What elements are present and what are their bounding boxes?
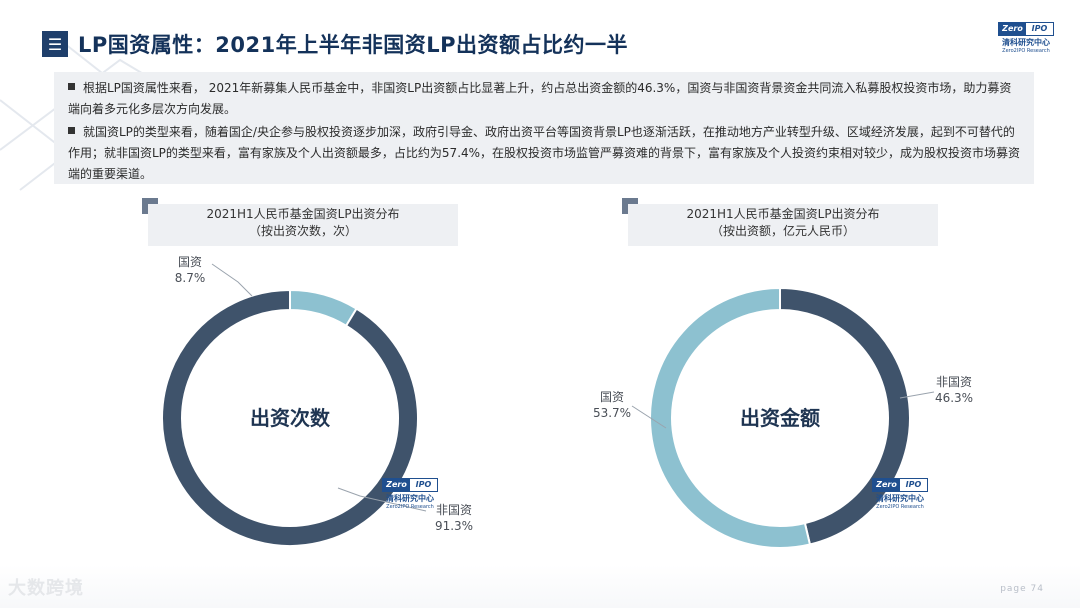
- brand-logo: Zero IPO 清科研究中心 Zero2IPO Research: [998, 22, 1054, 54]
- chart-title-box: 2021H1人民币基金国资LP出资分布 （按出资次数，次）: [148, 204, 458, 246]
- menu-icon: ☰: [42, 31, 68, 57]
- leader-line: [899, 391, 935, 399]
- slice-name-label: 非国资: [936, 375, 972, 389]
- slice-value-label: 53.7%: [593, 406, 631, 420]
- leader-line: [211, 263, 253, 297]
- slice-value-label: 91.3%: [435, 519, 473, 533]
- page-number: page 74: [1000, 584, 1044, 594]
- donut-slice-1: [289, 288, 358, 328]
- page-title: LP国资属性：2021年上半年非国资LP出资额占比约一半: [78, 33, 628, 57]
- slice-name-label: 非国资: [436, 503, 472, 517]
- donut-chart-amount: 非国资 46.3% 国资 53.7% 出资金额: [593, 286, 973, 549]
- donut-chart-count: 国资 8.7% 非国资 91.3% 出资次数: [161, 255, 473, 547]
- slice-name-label: 国资: [600, 390, 624, 404]
- chart-header: 2021H1人民币基金国资LP出资分布 （按出资次数，次）: [90, 196, 460, 248]
- leader-line: [631, 405, 667, 429]
- chart-title: 2021H1人民币基金国资LP出资分布: [686, 207, 880, 221]
- donut-slice-2: [649, 286, 812, 549]
- chart-panel-count: 2021H1人民币基金国资LP出资分布 （按出资次数，次） 国资 8.7% 非国资 9…: [90, 196, 550, 547]
- summary-box: 根据LP国资属性来看， 2021年新募集人民币基金中，非国资LP出资额占比显著上…: [54, 72, 1034, 184]
- chart-title-box: 2021H1人民币基金国资LP出资分布 （按出资额，亿元人民币）: [628, 204, 938, 246]
- logo-name-en: Zero2IPO Research: [1002, 48, 1050, 54]
- summary-bullet-1: 根据LP国资属性来看， 2021年新募集人民币基金中，非国资LP出资额占比显著上…: [68, 81, 1012, 116]
- donut-slice-2: [161, 288, 419, 547]
- slice-value-label: 46.3%: [935, 391, 973, 405]
- logo-name-cn: 清科研究中心: [1002, 38, 1050, 47]
- footer-watermark: 大数跨境: [8, 578, 84, 599]
- chart-watermark-logo: Zero IPO 清科研究中心 Zero2IPO Research: [872, 478, 928, 510]
- slice-name-label: 国资: [178, 255, 202, 269]
- summary-bullet-2: 就国资LP的类型来看，随着国企/央企参与股权投资逐步加深，政府引导金、政府出资平…: [68, 125, 1021, 181]
- donut-center-label: 出资次数: [250, 406, 331, 430]
- chart-watermark-logo: Zero IPO 清科研究中心 Zero2IPO Research: [382, 478, 438, 510]
- chart-subtitle: （按出资额，亿元人民币）: [710, 224, 855, 238]
- chart-title: 2021H1人民币基金国资LP出资分布: [206, 207, 400, 221]
- bullet-square-icon: [68, 127, 75, 134]
- donut-center-label: 出资金额: [740, 406, 820, 430]
- chart-header: 2021H1人民币基金国资LP出资分布 （按出资额，亿元人民币）: [570, 196, 940, 248]
- slice-value-label: 8.7%: [175, 271, 206, 285]
- chart-panel-amount: 2021H1人民币基金国资LP出资分布 （按出资额，亿元人民币） 非国资 46.3…: [570, 196, 1030, 549]
- footer-band: [0, 565, 1080, 608]
- logo-badge: Zero IPO: [998, 22, 1054, 36]
- title-bar: ☰ LP国资属性：2021年上半年非国资LP出资额占比约一半: [42, 27, 962, 61]
- chart-subtitle: （按出资次数，次）: [248, 224, 357, 238]
- bullet-square-icon: [68, 83, 75, 90]
- leader-line: [337, 487, 427, 512]
